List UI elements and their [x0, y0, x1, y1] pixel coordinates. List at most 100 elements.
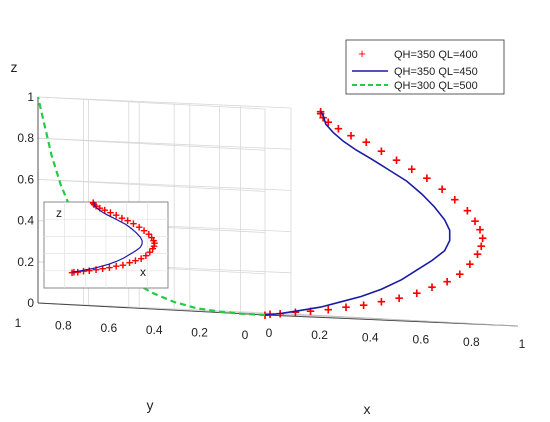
series-1-marker: +	[407, 161, 416, 178]
series-1-marker: +	[443, 274, 452, 291]
series-1-marker: +	[392, 152, 401, 169]
inset-series-marker: +	[142, 248, 150, 263]
inset-series-marker: +	[140, 223, 148, 238]
series-1-marker: +	[316, 105, 325, 122]
x-tick-label: 0.2	[311, 328, 328, 342]
series-1-marker: +	[477, 238, 486, 255]
inset-series-marker: +	[96, 201, 104, 216]
inset-series-marker: +	[112, 208, 120, 223]
inset-series-marker: +	[107, 205, 115, 220]
z-tick-label: 0	[27, 296, 34, 310]
series-1-marker: +	[473, 246, 482, 263]
series-1-marker: +	[463, 203, 472, 220]
axis-labels: x y z	[11, 59, 371, 417]
inset-series: +++++ + + + + + ++++++++++++++++++++++++	[68, 195, 159, 280]
inset-series-marker: +	[85, 263, 93, 278]
inset-series-marker: +	[146, 245, 154, 260]
series-1-marker: +	[342, 299, 351, 316]
z-tick-label: 0.8	[17, 131, 34, 145]
series-1-marker: +	[359, 297, 368, 314]
y-tick-label: 0.6	[100, 321, 117, 335]
x-tick-label: 0.8	[463, 335, 480, 349]
inset-series-marker: +	[99, 261, 107, 276]
tick-labels: 0 0.2 0.4 0.6 0.8 100.20.40.60.8100.20.40.60.…	[15, 90, 526, 351]
inset-series-marker: +	[149, 241, 157, 256]
series-1-marker: +	[395, 290, 404, 307]
inset-series-marker: +	[135, 220, 143, 235]
series-1-marker: +	[291, 304, 300, 321]
series-1-marker: +	[412, 285, 421, 302]
x-tick-label: 1	[519, 337, 526, 351]
y-axis-line	[37, 302, 266, 316]
z-tick-label: 0.4	[17, 214, 34, 228]
side-grid-z	[37, 179, 266, 192]
series-1-marker: +	[428, 279, 437, 296]
y-tick-label: 0.8	[55, 318, 72, 332]
legend-label-series-1: QH=350 QL=400	[394, 49, 478, 61]
series-1-marker: +	[347, 127, 356, 144]
inset-grid	[44, 202, 168, 288]
series-layer: ++ + + + + + + + + + + + +++++++++++++++++++++	[36, 96, 487, 324]
series-1-marker: +	[450, 192, 459, 209]
inset-z-label: z	[56, 206, 62, 220]
z-axis-label: z	[11, 59, 18, 75]
z-tick-label: 1	[27, 90, 34, 104]
inset-series-marker: +	[145, 227, 153, 242]
y-tick-label: 0.4	[146, 323, 163, 337]
y-tick-label: 1	[15, 316, 22, 330]
series-1-marker: +	[478, 230, 487, 247]
axis-box-edges	[37, 97, 519, 327]
inset-series-marker: +	[126, 255, 134, 270]
inset-series-marker: +	[119, 257, 127, 272]
floor-edge	[290, 313, 519, 327]
series-1-marker: +	[423, 170, 432, 187]
series-1-marker: +	[438, 181, 447, 198]
inset-series-marker: +	[92, 199, 100, 214]
inset-series-marker: +	[150, 233, 158, 248]
legend-marker-plus: +	[358, 46, 366, 61]
legend: + QH=350 QL=400 QH=350 QL=450 QH=300 QL=…	[345, 39, 505, 95]
y-tick-label: 0	[242, 328, 249, 342]
series-1-marker: +	[306, 303, 315, 320]
series-1-marker: +	[334, 121, 343, 138]
inset-series-line	[71, 201, 143, 273]
inset-series-marker: +	[124, 213, 132, 228]
inset-series-marker: +	[130, 216, 138, 231]
inset-series-marker: +	[137, 251, 145, 266]
series-1-marker: +	[471, 213, 480, 230]
series-1-marker: +	[362, 134, 371, 151]
series-1-marker: +	[466, 256, 475, 273]
series-1-marker: +	[377, 143, 386, 160]
inset-series-marker: +	[132, 253, 140, 268]
inset-series-marker: +	[150, 238, 158, 253]
side-grid-z	[37, 137, 266, 151]
inset-series-marker: +	[101, 203, 109, 218]
inset-series-marker: +	[151, 236, 159, 251]
y-tick-label: 0.2	[191, 326, 208, 340]
inset-series-marker: +	[80, 264, 88, 279]
series-2-line	[264, 110, 451, 316]
legend-label-series-3: QH=300 QL=500	[394, 80, 478, 92]
series-1-marker: +	[324, 302, 333, 319]
legend-label-series-2: QH=350 QL=450	[394, 66, 478, 78]
x-axis-label: x	[364, 401, 371, 417]
x-tick-label: 0	[266, 326, 273, 340]
inset-series-marker: +	[118, 210, 126, 225]
series-1-marker: +	[324, 114, 333, 131]
z-tick-label: 0.2	[17, 255, 34, 269]
x-tick-label: 0.4	[362, 330, 379, 344]
series-1-marker: +	[476, 222, 485, 239]
x-tick-label: 0.6	[412, 333, 429, 347]
series-1-marker: +	[455, 266, 464, 283]
inset-x-label: x	[140, 265, 146, 279]
inset-series-marker: +	[106, 260, 114, 275]
inset-plot: z x +++++ + + + + + ++++++++++++++++++++++++	[43, 195, 169, 289]
side-grid-z	[37, 96, 266, 110]
z-tick-label: 0.6	[17, 172, 34, 186]
inset-series-marker: +	[148, 230, 156, 245]
inset-series-marker: +	[92, 262, 100, 277]
inset-series-marker: +	[112, 259, 120, 274]
y-axis-label: y	[147, 397, 154, 413]
series-1-marker: +	[377, 294, 386, 311]
